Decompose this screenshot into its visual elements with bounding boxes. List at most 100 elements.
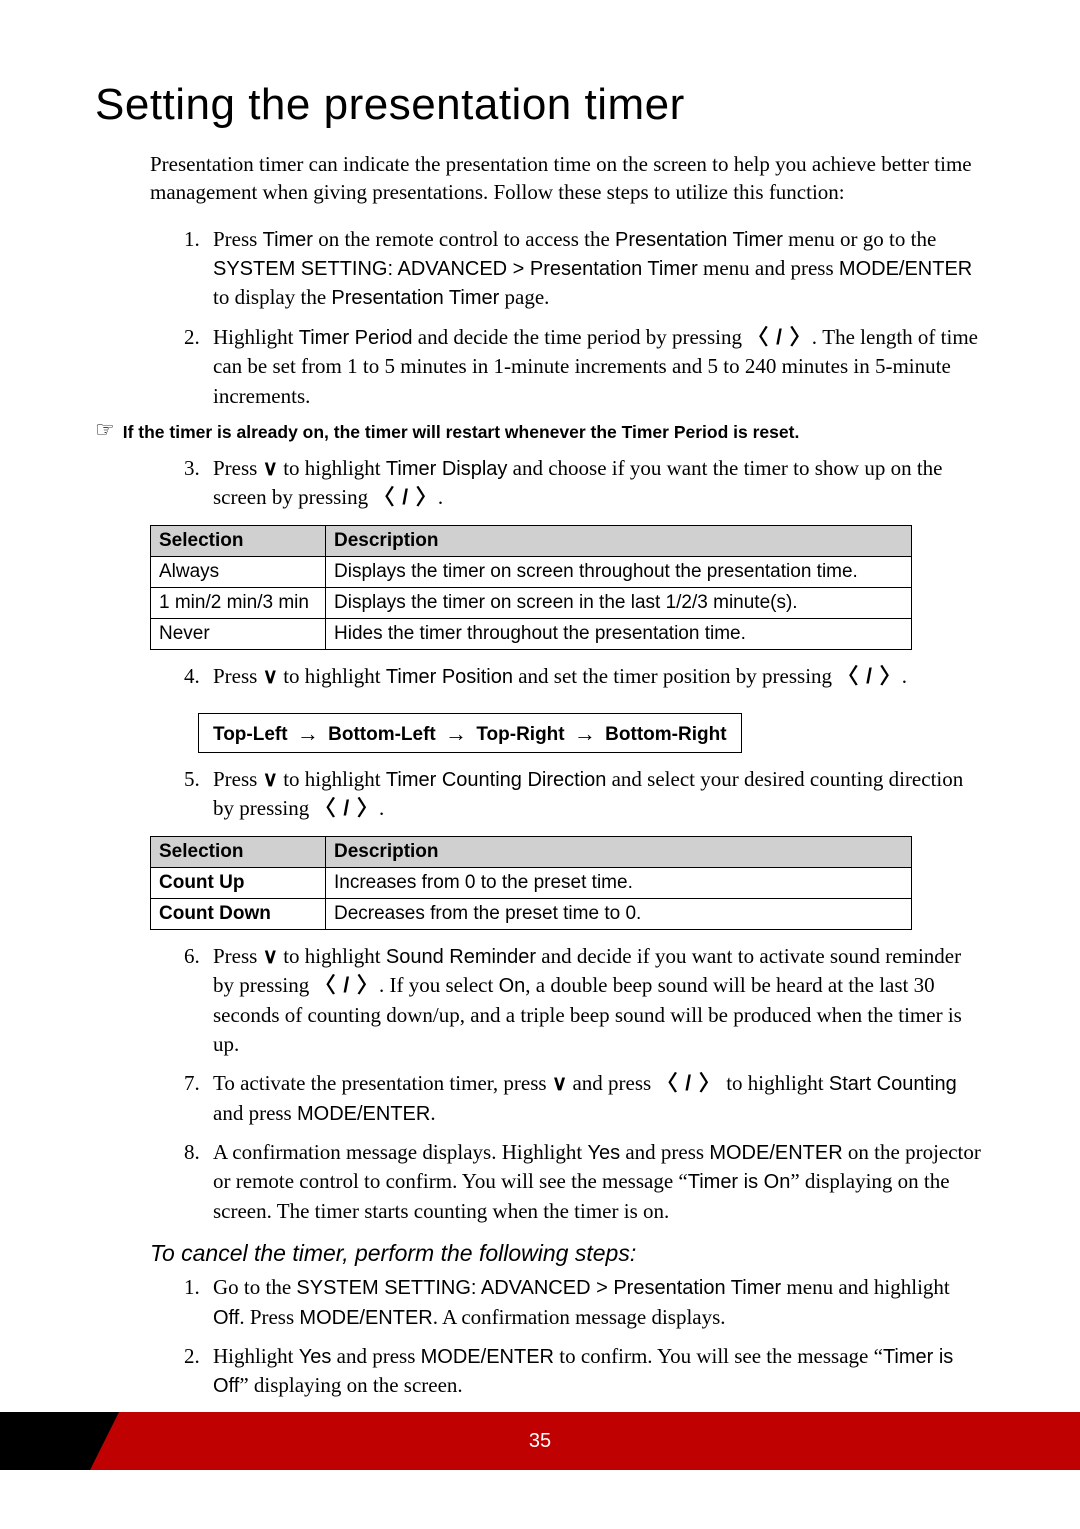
- ui-label: Timer is On: [688, 1171, 791, 1193]
- footer-black-tab: [0, 1412, 90, 1470]
- page-title: Setting the presentation timer: [95, 80, 985, 130]
- down-arrow-icon: ∨: [263, 768, 278, 791]
- footer-red-bar: 35: [0, 1412, 1080, 1470]
- text: to confirm. You will see the message “: [554, 1344, 883, 1368]
- col-selection: Selection: [151, 836, 326, 867]
- left-right-icon: 〈 / 〉: [747, 326, 812, 349]
- pos-2: Bottom-Left: [328, 724, 436, 745]
- steps-list-d: Press ∨ to highlight Timer Counting Dire…: [150, 765, 985, 824]
- step-6: Press ∨ to highlight Sound Reminder and …: [205, 942, 985, 1060]
- text: and decide the time period by pressing: [413, 325, 748, 349]
- table-row: NeverHides the timer throughout the pres…: [151, 618, 912, 649]
- counting-direction-table: Selection Description Count UpIncreases …: [150, 836, 912, 930]
- text: and press: [331, 1344, 420, 1368]
- cancel-step-1: Go to the SYSTEM SETTING: ADVANCED > Pre…: [205, 1273, 985, 1332]
- text: Highlight: [213, 325, 299, 349]
- text: ” displaying on the screen.: [239, 1373, 462, 1397]
- ui-label: Timer Period: [299, 327, 413, 349]
- ui-label: Timer: [263, 229, 313, 251]
- text: Press: [213, 664, 263, 688]
- ui-label: MODE/ENTER: [709, 1142, 842, 1164]
- text: and set the timer position by pressing: [513, 664, 837, 688]
- text: Go to the: [213, 1275, 296, 1299]
- cell: 1 min/2 min/3 min: [151, 587, 326, 618]
- ui-label: MODE/ENTER: [421, 1346, 554, 1368]
- steps-list-b: Press ∨ to highlight Timer Display and c…: [150, 454, 985, 513]
- left-right-icon: 〈 / 〉: [373, 486, 438, 509]
- cell: Always: [151, 556, 326, 587]
- left-right-icon: 〈 / 〉: [837, 665, 902, 688]
- timer-display-table: Selection Description AlwaysDisplays the…: [150, 525, 912, 650]
- cell: Never: [151, 618, 326, 649]
- left-right-icon: 〈 / 〉: [315, 797, 380, 820]
- step-7: To activate the presentation timer, pres…: [205, 1069, 985, 1128]
- steps-list-c: Press ∨ to highlight Timer Position and …: [150, 662, 985, 691]
- text: menu and press: [698, 256, 839, 280]
- text: . If you select: [379, 973, 499, 997]
- right-arrow-icon: →: [570, 721, 600, 746]
- ui-label: MODE/ENTER: [839, 258, 972, 280]
- text: Highlight: [213, 1344, 299, 1368]
- ui-label: Yes: [299, 1346, 332, 1368]
- ui-label: MODE/ENTER: [297, 1103, 430, 1125]
- text: .: [379, 796, 384, 820]
- down-arrow-icon: ∨: [263, 945, 278, 968]
- text: to highlight: [278, 456, 386, 480]
- table-row: AlwaysDisplays the timer on screen throu…: [151, 556, 912, 587]
- text: to highlight: [721, 1071, 829, 1095]
- text: Press: [213, 227, 263, 251]
- ui-label: On: [499, 975, 526, 997]
- ui-label: Timer Position: [386, 666, 513, 688]
- ui-label: Off: [213, 1307, 239, 1329]
- right-arrow-icon: →: [293, 721, 323, 746]
- text: menu or go to the: [783, 227, 936, 251]
- text: .: [902, 664, 907, 688]
- cancel-steps-list: Go to the SYSTEM SETTING: ADVANCED > Pre…: [150, 1273, 985, 1401]
- pos-3: Top-Right: [476, 724, 564, 745]
- text: to highlight: [278, 944, 386, 968]
- text: . Press: [239, 1305, 299, 1329]
- down-arrow-icon: ∨: [552, 1072, 567, 1095]
- text: to display the: [213, 285, 331, 309]
- text: .: [438, 485, 443, 509]
- left-right-icon: 〈 / 〉: [315, 974, 380, 997]
- ui-label: Start Counting: [829, 1073, 957, 1095]
- note-text: If the timer is already on, the timer wi…: [123, 421, 800, 444]
- page-number: 35: [529, 1430, 551, 1453]
- text: to highlight: [278, 664, 386, 688]
- ui-label: Presentation Timer: [331, 287, 499, 309]
- text: Press: [213, 944, 263, 968]
- cell: Displays the timer on screen in the last…: [326, 587, 912, 618]
- text: Press: [213, 456, 263, 480]
- manual-page: Setting the presentation timer Presentat…: [0, 0, 1080, 1470]
- text: A confirmation message displays. Highlig…: [213, 1140, 587, 1164]
- text: and press: [567, 1071, 656, 1095]
- steps-list-a: Press Timer on the remote control to acc…: [150, 225, 985, 411]
- table-header-row: Selection Description: [151, 525, 912, 556]
- cell: Decreases from the preset time to 0.: [326, 898, 912, 929]
- down-arrow-icon: ∨: [263, 457, 278, 480]
- note-callout: ☞ If the timer is already on, the timer …: [95, 421, 985, 444]
- text: .: [430, 1101, 435, 1125]
- text: page.: [499, 285, 549, 309]
- pos-4: Bottom-Right: [605, 724, 726, 745]
- text: . A confirmation message displays.: [433, 1305, 726, 1329]
- page-footer: 35: [0, 1412, 1080, 1470]
- ui-label: Yes: [587, 1142, 620, 1164]
- position-sequence-box: Top-Left → Bottom-Left → Top-Right → Bot…: [198, 713, 742, 753]
- text: Press: [213, 767, 263, 791]
- cell: Hides the timer throughout the presentat…: [326, 618, 912, 649]
- text: on the remote control to access the: [313, 227, 615, 251]
- col-description: Description: [326, 836, 912, 867]
- cancel-subheading: To cancel the timer, perform the followi…: [150, 1240, 985, 1267]
- cell: Count Up: [151, 867, 326, 898]
- ui-label: SYSTEM SETTING: ADVANCED > Presentation …: [213, 258, 698, 280]
- cell: Displays the timer on screen throughout …: [326, 556, 912, 587]
- step-1: Press Timer on the remote control to acc…: [205, 225, 985, 313]
- text: menu and highlight: [781, 1275, 950, 1299]
- pointing-hand-icon: ☞: [95, 419, 115, 441]
- ui-label: MODE/ENTER: [299, 1307, 432, 1329]
- table-row: Count DownDecreases from the preset time…: [151, 898, 912, 929]
- text: and press: [620, 1140, 709, 1164]
- ui-label: Timer Counting Direction: [386, 769, 606, 791]
